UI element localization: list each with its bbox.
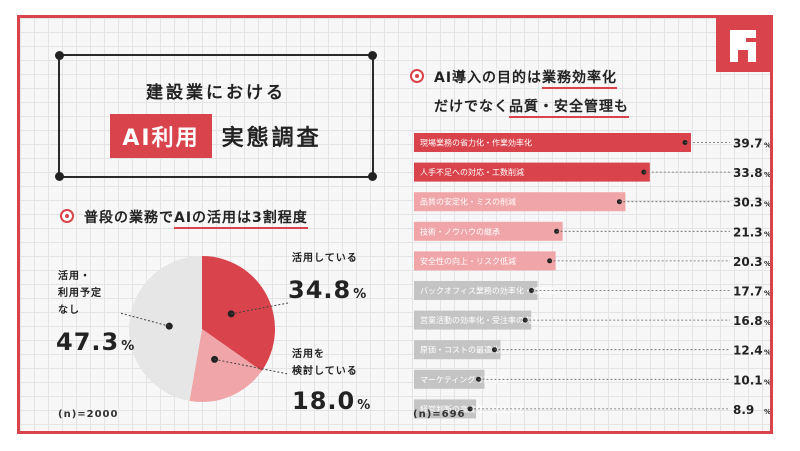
pie-label-using: 活用している bbox=[292, 253, 358, 264]
bar-label: 営業活動の効率化・受注率の向上 bbox=[420, 315, 540, 325]
bar-value: 17.7 bbox=[733, 285, 763, 299]
bar-label: 技術・ノウハウの継承 bbox=[420, 226, 500, 236]
bar-unit: % bbox=[764, 408, 771, 416]
bar bbox=[414, 281, 538, 300]
bar-unit: % bbox=[764, 290, 771, 298]
left-sample-note: (n)=2000 bbox=[58, 409, 119, 420]
bar-label: 人手不足への対応・工数削減 bbox=[420, 167, 524, 177]
bar-unit: % bbox=[764, 230, 771, 238]
corner-dot-icon bbox=[55, 51, 64, 60]
corner-dot-icon bbox=[55, 172, 64, 181]
title-rest: 実態調査 bbox=[221, 126, 322, 151]
bar-label: 現場業務の省力化・作業効率化 bbox=[420, 138, 532, 148]
bar-label: 安全性の向上・リスク低減 bbox=[420, 256, 516, 266]
title-line1: 建設業における bbox=[146, 83, 286, 103]
pie-callout-line bbox=[214, 358, 289, 375]
bar-unit: % bbox=[764, 142, 771, 150]
corner-dot-icon bbox=[368, 51, 377, 60]
bar-label: バックオフィス業務の効率化・標準化 bbox=[420, 286, 556, 296]
infographic-frame: 建設業における AI利用 実態調査 普段の業務でAIの活用は3割程度 AI導入の目… bbox=[17, 15, 773, 434]
pie-callout-line bbox=[231, 302, 289, 315]
bar-value: 8.9 bbox=[733, 403, 754, 417]
pie-value-none: 47.3% bbox=[56, 328, 136, 356]
bar-end-dot bbox=[522, 317, 528, 323]
right-sample-note: (n)=696 bbox=[413, 409, 466, 420]
bar bbox=[414, 221, 563, 241]
bar-value: 21.3 bbox=[733, 225, 763, 239]
pie-slice bbox=[189, 329, 262, 403]
right-heading-line2: だけでなく品質・安全管理も bbox=[434, 96, 629, 118]
bar bbox=[414, 369, 485, 389]
bar bbox=[414, 251, 556, 271]
bar-unit: % bbox=[764, 201, 771, 209]
corner-dot-icon bbox=[368, 172, 377, 181]
pie-chart bbox=[119, 256, 289, 403]
bar-unit: % bbox=[764, 378, 771, 386]
bar bbox=[414, 399, 477, 419]
pie-value-considering: 18.0% bbox=[292, 387, 372, 415]
pie-label-considering: 活用を 検討している bbox=[292, 349, 358, 377]
section-bullet-icon bbox=[410, 69, 424, 83]
bar-unit: % bbox=[764, 260, 771, 268]
bar-label: 原価・コストの最適化 bbox=[420, 345, 500, 355]
pie-label-none: 活用・ 利用予定 なし bbox=[58, 271, 102, 316]
bar-value: 12.4 bbox=[733, 344, 763, 358]
bar bbox=[414, 310, 532, 330]
bar-value: 16.8 bbox=[733, 314, 763, 328]
bar-unit: % bbox=[764, 171, 771, 179]
right-heading-line1: AI導入の目的は業務効率化 bbox=[434, 67, 618, 89]
logo-icon bbox=[716, 18, 770, 72]
bar-value: 30.3 bbox=[733, 196, 763, 210]
bar-value: 10.1 bbox=[733, 373, 763, 387]
bar bbox=[414, 133, 691, 152]
bar-value: 39.7 bbox=[733, 137, 763, 151]
pie-slice bbox=[202, 256, 275, 372]
bar bbox=[414, 340, 501, 360]
bar-value: 33.8 bbox=[733, 166, 763, 180]
title-highlight: AI利用 bbox=[110, 114, 212, 158]
left-heading: 普段の業務でAIの活用は3割程度 bbox=[84, 207, 308, 229]
title-box: 建設業における AI利用 実態調査 bbox=[55, 51, 377, 181]
pie-slice bbox=[128, 256, 202, 401]
bar-unit: % bbox=[764, 349, 771, 357]
bar-label: 品質の安定化・ミスの削減 bbox=[420, 197, 516, 207]
pie-callout-line bbox=[119, 312, 170, 327]
bar bbox=[414, 162, 650, 182]
bar-unit: % bbox=[764, 319, 771, 327]
pie-value-using: 34.8% bbox=[288, 276, 368, 304]
bar-label: マーケティングの高度化 bbox=[420, 374, 507, 384]
bar-chart: 現場業務の省力化・作業効率化 39.7 % 人手不足への対応・工数削減 33.8 % 品質の… bbox=[414, 133, 771, 419]
bar-value: 20.3 bbox=[733, 255, 763, 269]
bar bbox=[414, 192, 626, 212]
section-bullet-icon bbox=[60, 209, 74, 223]
